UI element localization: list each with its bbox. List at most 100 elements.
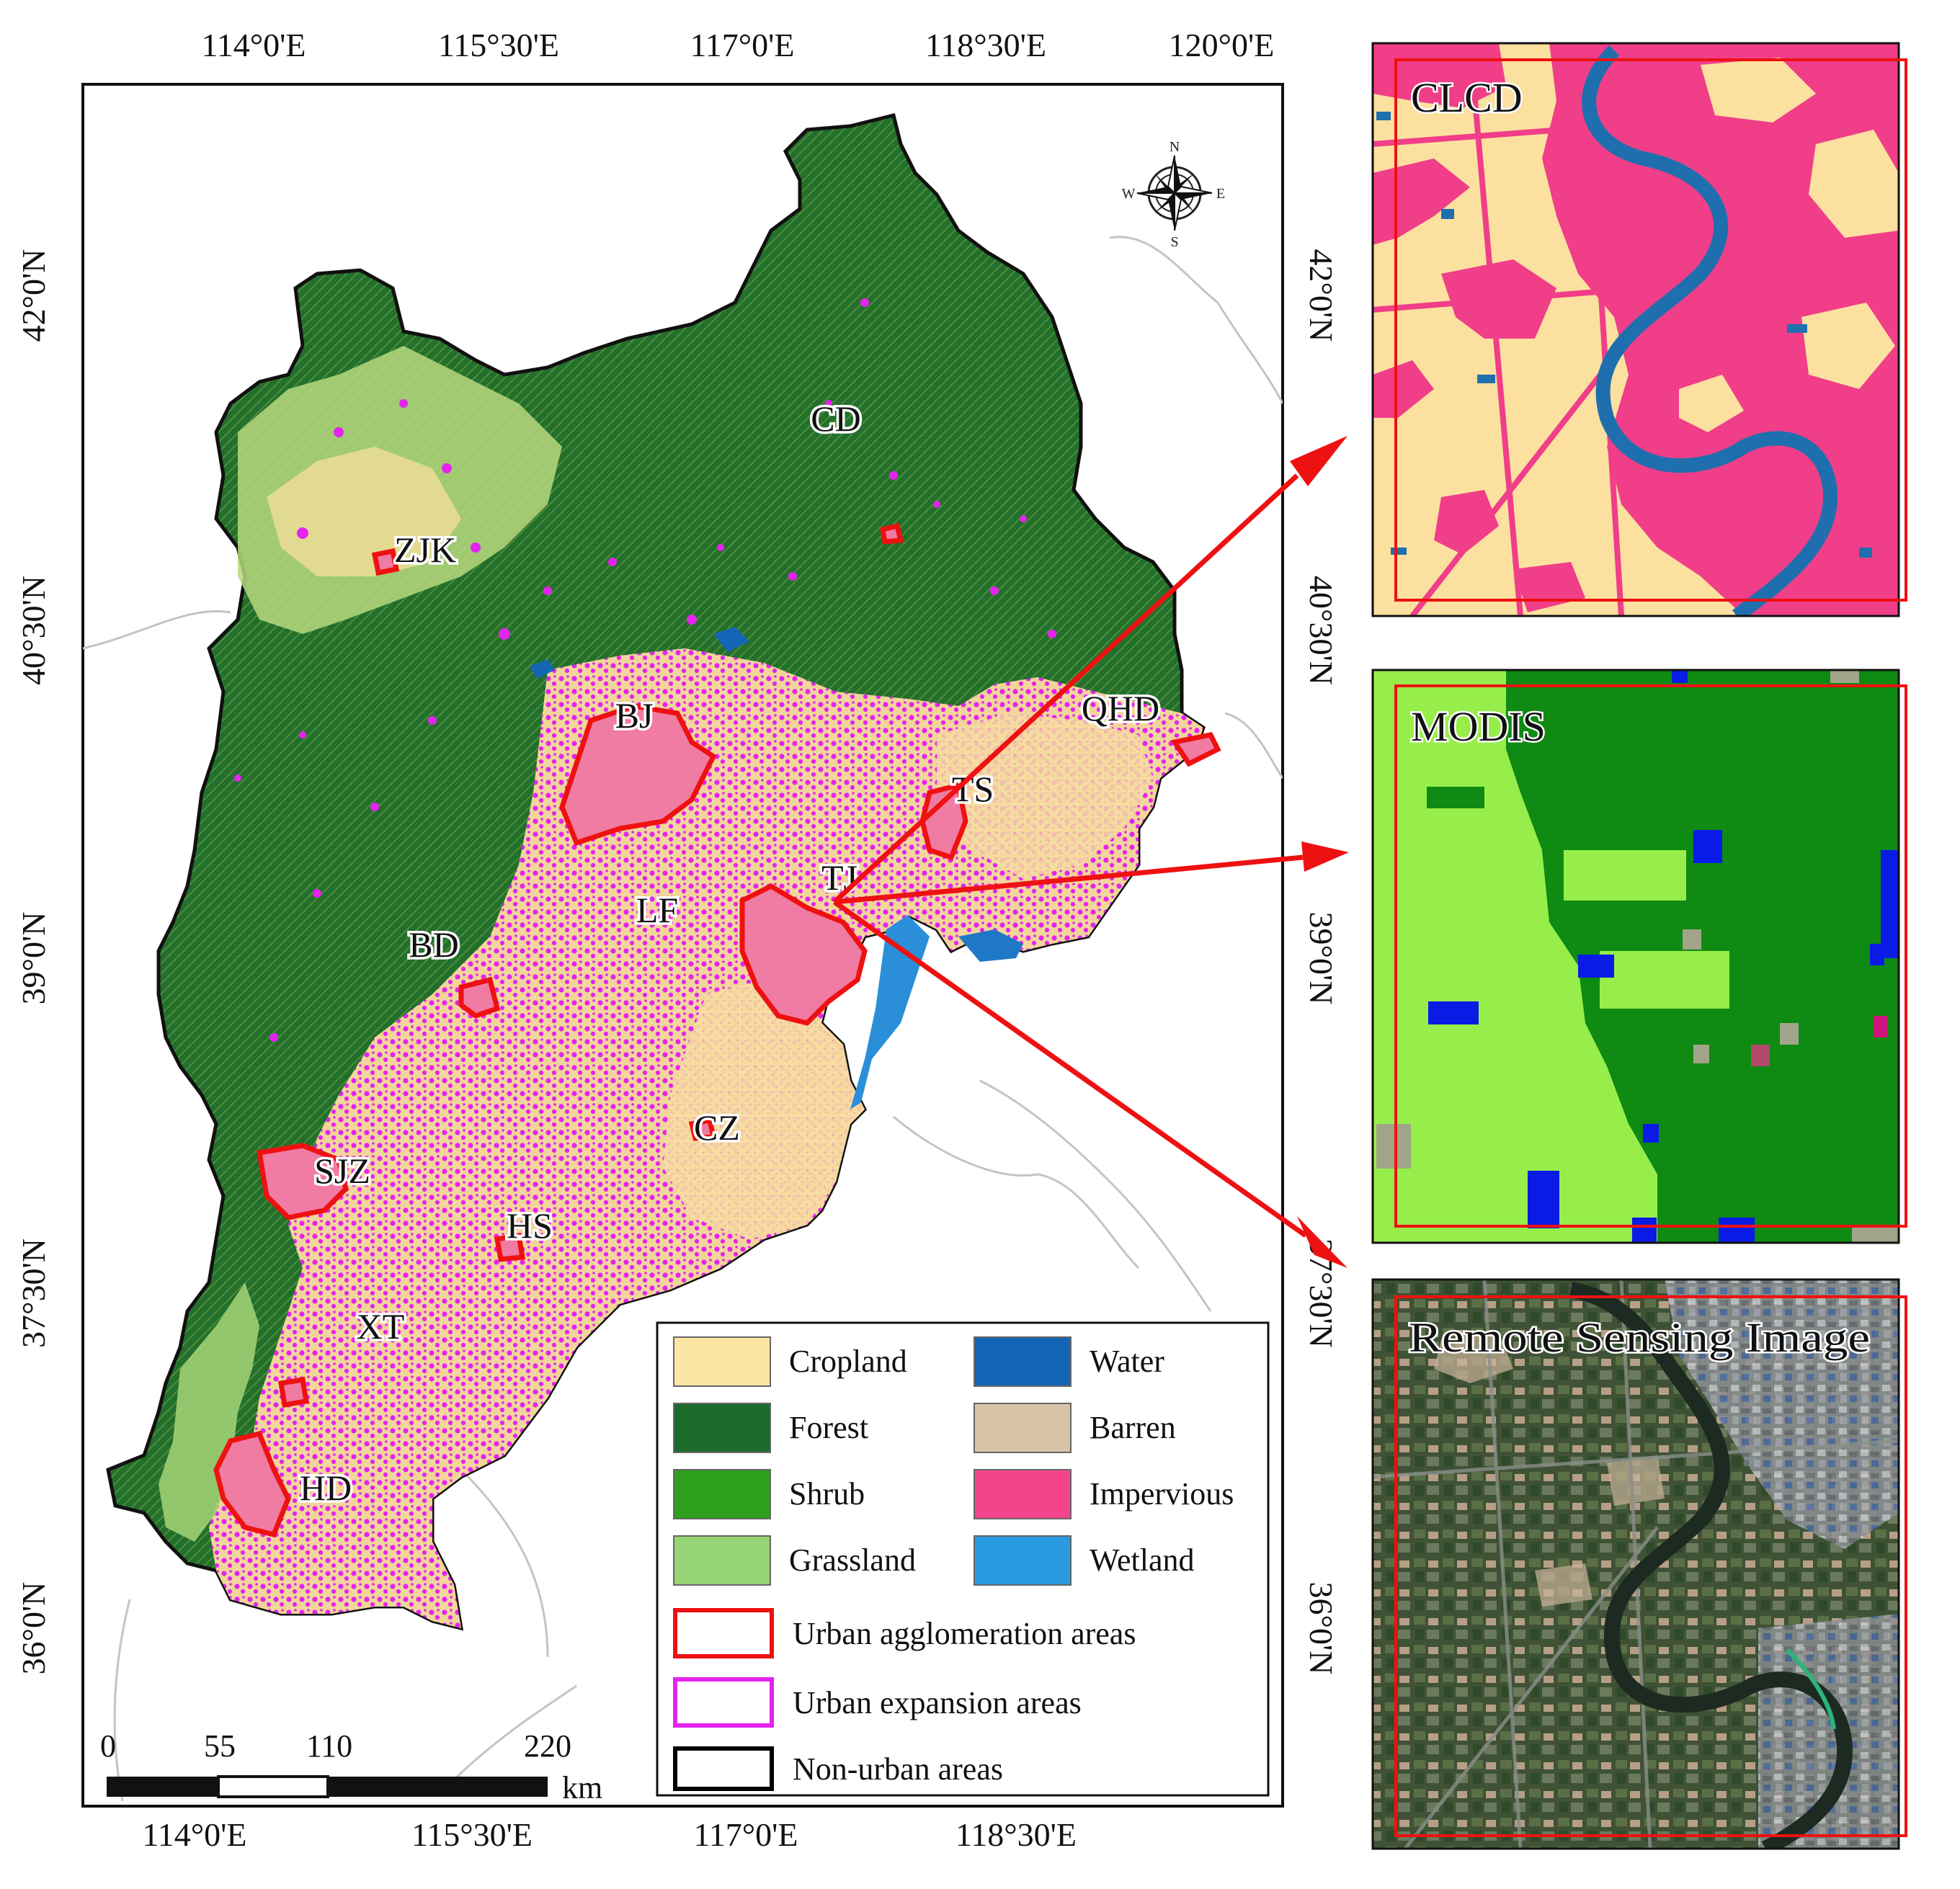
compass-w: W <box>1122 186 1136 202</box>
city-label-hd: HD <box>300 1468 352 1508</box>
legend-label: Wetland <box>1090 1542 1195 1578</box>
north-arrow-icon: N S E W <box>1122 139 1226 250</box>
urban-area-zjk <box>371 548 400 576</box>
legend-item-impervious: Impervious <box>974 1469 1234 1519</box>
urban-area-qhd <box>1170 732 1221 767</box>
urban-area-tj <box>739 883 868 1026</box>
reservoir-west <box>530 659 555 679</box>
scale-seg <box>328 1777 548 1797</box>
bottom-tick: 118°30'E <box>956 1816 1077 1853</box>
expansion-dots-north <box>234 298 1056 1042</box>
left-tick: 39°0'N <box>15 912 52 1005</box>
legend-item-wetland: Wetland <box>974 1535 1195 1586</box>
panel-modis: MODIS <box>1371 669 1907 1244</box>
left-ticks: 42°0'N 40°30'N 39°0'N 37°30'N 36°0'N <box>15 249 52 1675</box>
urban-area-cz <box>688 1117 717 1141</box>
urban-area-xt <box>277 1376 310 1408</box>
panel-focus-box <box>1394 1295 1907 1837</box>
legend-label: Water <box>1090 1344 1164 1379</box>
panel-title-clcd: CLCD <box>1411 74 1523 121</box>
legend-item-urban-agglomeration: Urban agglomeration areas <box>673 1608 1136 1658</box>
legend-label: Shrub <box>789 1476 865 1511</box>
right-tick: 40°30'N <box>1303 576 1340 685</box>
top-tick: 120°0'E <box>1169 27 1275 63</box>
city-labels: CD ZJK BJ QHD TS TJ LF BD CZ SJZ HS XT H… <box>297 396 1162 1511</box>
city-label-lf: LF <box>636 890 678 930</box>
panel-frame <box>1371 1278 1900 1850</box>
panel-frame <box>1371 42 1900 617</box>
legend-label: Grassland <box>789 1542 916 1578</box>
bottom-tick: 115°30'E <box>411 1816 533 1853</box>
bottom-tick: 117°0'E <box>693 1816 798 1853</box>
legend-item-shrub: Shrub <box>673 1469 865 1519</box>
panel-title-modis: MODIS <box>1411 703 1546 750</box>
legend-label: Non-urban areas <box>793 1751 1003 1787</box>
top-tick: 114°0'E <box>201 27 306 63</box>
legend-item-urban-expansion: Urban expansion areas <box>673 1677 1082 1728</box>
urban-area-hd <box>213 1430 291 1538</box>
urban-area-hs <box>494 1232 526 1262</box>
panel-title-rs: Remote Sensing Image <box>1409 1314 1870 1361</box>
scale-bar: 0 55 110 220 km <box>100 1728 602 1805</box>
panel-frame <box>1371 669 1900 1244</box>
region-grassland-sw <box>159 1282 259 1542</box>
region-cropland-zjk <box>267 447 461 576</box>
city-label-bj: BJ <box>615 695 654 736</box>
city-label-xt: XT <box>357 1306 405 1347</box>
scale-seg <box>217 1775 329 1798</box>
legend-label: Urban expansion areas <box>793 1685 1082 1720</box>
scale-seg <box>107 1777 218 1797</box>
left-tick: 40°30'N <box>15 576 52 685</box>
reservoir <box>713 627 749 652</box>
city-label-cz: CZ <box>694 1107 740 1148</box>
map-content <box>83 112 1283 1802</box>
left-tick: 36°0'N <box>15 1582 52 1675</box>
legend-item-cropland: Cropland <box>673 1336 907 1387</box>
city-label-qhd: QHD <box>1082 688 1159 728</box>
city-label-tj: TJ <box>821 857 858 898</box>
legend-item-barren: Barren <box>974 1403 1176 1453</box>
city-label-hs: HS <box>507 1205 553 1246</box>
compass-n: N <box>1170 139 1180 155</box>
bottom-ticks: 114°0'E 115°30'E 117°0'E 118°30'E <box>142 1816 1077 1853</box>
panel-focus-box <box>1394 684 1907 1228</box>
legend-item-non-urban: Non-urban areas <box>673 1746 1003 1791</box>
legend-label: Cropland <box>789 1344 907 1379</box>
compass-s: S <box>1170 234 1178 250</box>
city-label-sjz: SJZ <box>314 1151 370 1191</box>
legend-label: Barren <box>1090 1410 1176 1445</box>
urban-area-bj <box>559 703 717 847</box>
panel-clcd: CLCD <box>1371 42 1907 617</box>
compass-e: E <box>1216 186 1225 202</box>
legend-label: Urban agglomeration areas <box>793 1616 1136 1651</box>
right-tick: 36°0'N <box>1303 1582 1340 1675</box>
panel-focus-box <box>1394 58 1907 602</box>
legend-item-water: Water <box>974 1336 1164 1387</box>
coastal-water-ts <box>958 929 1023 962</box>
legend-label: Impervious <box>1090 1476 1234 1511</box>
scale-label: 0 <box>100 1728 116 1764</box>
city-label-zjk: ZJK <box>394 530 456 570</box>
top-tick: 117°0'E <box>690 27 794 63</box>
right-tick: 42°0'N <box>1303 249 1340 342</box>
city-label-cd: CD <box>811 398 860 439</box>
city-label-bd: BD <box>409 924 458 965</box>
legend-label: Forest <box>789 1410 868 1445</box>
urban-area-bd <box>458 976 501 1019</box>
legend-item-forest: Forest <box>673 1403 868 1453</box>
urban-area-sjz <box>256 1143 349 1220</box>
scale-unit: km <box>562 1770 602 1805</box>
coastal-water <box>850 915 930 1109</box>
bottom-tick: 114°0'E <box>142 1816 246 1853</box>
scale-label: 220 <box>524 1728 571 1764</box>
panel-remote-sensing: Remote Sensing Image <box>1371 1278 1907 1850</box>
main-map: 114°0'E 115°30'E 117°0'E 118°30'E 120°0'… <box>15 27 1340 1853</box>
region-cropland-cz <box>663 980 865 1239</box>
scale-label: 110 <box>306 1728 352 1764</box>
legend-item-grassland: Grassland <box>673 1535 916 1586</box>
top-ticks: 114°0'E 115°30'E 117°0'E 118°30'E 120°0'… <box>201 27 1274 63</box>
top-tick: 115°30'E <box>438 27 559 63</box>
urban-area-cd <box>879 522 904 545</box>
callout-arrows <box>832 436 1349 1268</box>
